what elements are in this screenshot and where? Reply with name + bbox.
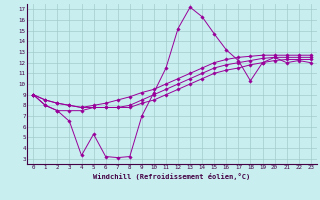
X-axis label: Windchill (Refroidissement éolien,°C): Windchill (Refroidissement éolien,°C) bbox=[93, 173, 251, 180]
